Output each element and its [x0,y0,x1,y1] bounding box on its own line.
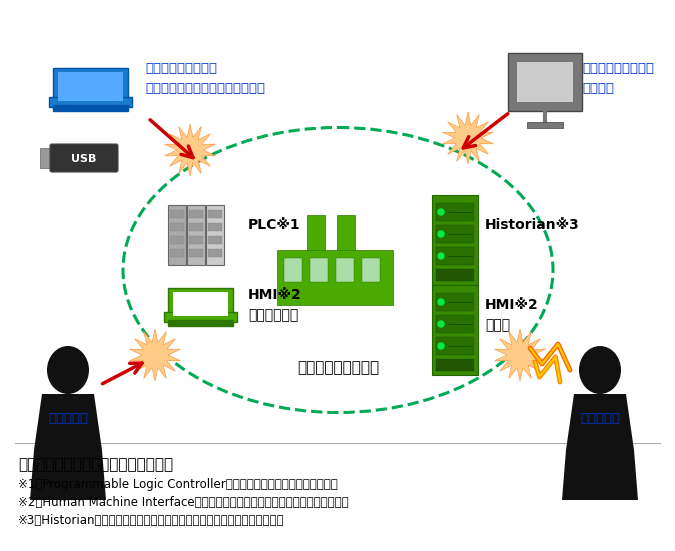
Text: 内部犯行者: 内部犯行者 [48,412,88,424]
FancyBboxPatch shape [432,195,478,285]
Circle shape [438,299,444,305]
FancyBboxPatch shape [310,258,328,282]
FancyBboxPatch shape [432,285,478,375]
FancyBboxPatch shape [189,223,203,231]
FancyBboxPatch shape [53,68,128,105]
FancyBboxPatch shape [307,215,325,255]
Polygon shape [495,329,545,381]
Polygon shape [562,394,638,500]
FancyBboxPatch shape [58,72,123,101]
Text: 図　産業制御系のセキュリティリスク: 図 産業制御系のセキュリティリスク [18,457,173,472]
FancyBboxPatch shape [50,144,118,172]
FancyBboxPatch shape [517,62,573,102]
FancyBboxPatch shape [189,236,203,244]
Polygon shape [443,112,493,164]
Text: ※1　Programmable Logic Controller、工場などで用いられる制御装置。: ※1 Programmable Logic Controller、工場などで用い… [18,478,338,491]
FancyBboxPatch shape [337,215,355,255]
Text: HMI※2
クライアント: HMI※2 クライアント [248,288,302,322]
Text: 中間者攻撃: 中間者攻撃 [580,412,620,424]
Text: 外部ベンダーによる: 外部ベンダーによる [582,62,654,74]
Text: USB: USB [72,154,97,164]
FancyBboxPatch shape [362,258,380,282]
FancyBboxPatch shape [168,320,233,326]
Polygon shape [30,394,106,500]
Polygon shape [165,124,215,176]
Text: PLC※1: PLC※1 [248,218,300,232]
FancyBboxPatch shape [527,122,563,128]
FancyBboxPatch shape [508,53,582,111]
FancyBboxPatch shape [187,205,205,265]
FancyBboxPatch shape [208,223,222,231]
FancyBboxPatch shape [206,205,224,265]
Text: Historian※3: Historian※3 [485,218,580,232]
FancyBboxPatch shape [284,258,302,282]
Circle shape [438,343,444,349]
FancyBboxPatch shape [170,249,184,257]
Polygon shape [130,329,180,381]
FancyBboxPatch shape [436,247,474,265]
Text: ※3　Historian、産業制御分野で用いられる、データ収集・蓄積システム。: ※3 Historian、産業制御分野で用いられる、データ収集・蓄積システム。 [18,514,284,527]
Circle shape [438,321,444,327]
FancyBboxPatch shape [40,148,52,168]
FancyBboxPatch shape [336,258,354,282]
FancyBboxPatch shape [168,288,233,320]
Text: 遠隔監視: 遠隔監視 [582,82,614,95]
FancyBboxPatch shape [208,249,222,257]
Ellipse shape [47,346,89,394]
FancyBboxPatch shape [189,249,203,257]
FancyBboxPatch shape [436,269,474,281]
FancyBboxPatch shape [170,210,184,218]
FancyBboxPatch shape [436,225,474,243]
FancyBboxPatch shape [164,312,237,322]
Circle shape [50,348,86,384]
Text: HMI※2
サーバ: HMI※2 サーバ [485,298,539,332]
Circle shape [438,231,444,237]
FancyBboxPatch shape [53,105,128,111]
FancyBboxPatch shape [49,97,132,107]
Ellipse shape [579,346,621,394]
Circle shape [438,209,444,215]
FancyBboxPatch shape [436,293,474,311]
FancyBboxPatch shape [173,292,228,316]
FancyBboxPatch shape [436,315,474,333]
Circle shape [438,253,444,259]
FancyBboxPatch shape [277,250,393,305]
FancyBboxPatch shape [170,236,184,244]
Text: 産業制御系システム: 産業制御系システム [297,360,379,375]
Text: ※2　Human Machine Interface、機械とオペレーターの接点となる入出力装置。: ※2 Human Machine Interface、機械とオペレーターの接点と… [18,496,348,509]
FancyBboxPatch shape [170,223,184,231]
FancyBboxPatch shape [208,210,222,218]
FancyBboxPatch shape [168,205,186,265]
Text: メンテナンス・ソフトウェア更新: メンテナンス・ソフトウェア更新 [145,82,265,95]
FancyBboxPatch shape [208,236,222,244]
FancyBboxPatch shape [436,359,474,371]
FancyBboxPatch shape [189,210,203,218]
FancyBboxPatch shape [436,203,474,221]
Text: オフィス機器による: オフィス機器による [145,62,217,74]
FancyBboxPatch shape [436,337,474,355]
Circle shape [582,348,618,384]
